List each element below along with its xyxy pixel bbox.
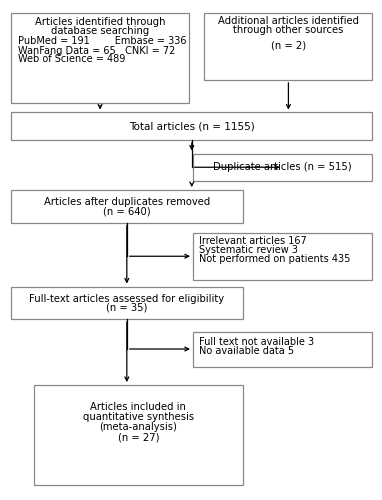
Bar	[11, 190, 243, 222]
Text: database searching: database searching	[51, 26, 149, 36]
Text: Articles identified through: Articles identified through	[35, 17, 165, 27]
Text: Articles included in: Articles included in	[91, 402, 186, 412]
Bar	[11, 112, 372, 140]
Text: Full text not available 3: Full text not available 3	[199, 337, 314, 347]
Bar	[193, 154, 372, 181]
Text: Systematic review 3: Systematic review 3	[199, 245, 298, 255]
Text: Duplicate articles (n = 515): Duplicate articles (n = 515)	[214, 162, 352, 172]
Text: Web of Science = 489: Web of Science = 489	[18, 54, 126, 64]
Text: quantitative synthesis: quantitative synthesis	[83, 412, 194, 422]
Text: Irrelevant articles 167: Irrelevant articles 167	[199, 236, 306, 246]
Bar	[34, 385, 243, 485]
Text: Additional articles identified: Additional articles identified	[218, 16, 359, 26]
Text: WanFang Data = 65   CNKI = 72: WanFang Data = 65 CNKI = 72	[18, 46, 176, 56]
Bar	[193, 332, 372, 366]
Text: (n = 27): (n = 27)	[118, 432, 159, 442]
Text: Not performed on patients 435: Not performed on patients 435	[199, 254, 350, 264]
Text: PubMed = 191        Embase = 336: PubMed = 191 Embase = 336	[18, 36, 187, 46]
Bar	[11, 12, 189, 102]
Text: Articles after duplicates removed: Articles after duplicates removed	[44, 196, 210, 207]
Bar	[193, 232, 372, 280]
Text: through other sources: through other sources	[233, 25, 343, 35]
Text: Total articles (n = 1155): Total articles (n = 1155)	[129, 121, 255, 131]
Text: (n = 35): (n = 35)	[106, 302, 147, 312]
Text: (n = 2): (n = 2)	[271, 40, 306, 50]
Bar	[204, 12, 372, 80]
Text: Full-text articles assessed for eligibility: Full-text articles assessed for eligibil…	[29, 294, 224, 304]
Bar	[11, 286, 243, 319]
Text: (meta-analysis): (meta-analysis)	[99, 422, 177, 432]
Text: No available data 5: No available data 5	[199, 346, 294, 356]
Text: (n = 640): (n = 640)	[103, 206, 151, 216]
